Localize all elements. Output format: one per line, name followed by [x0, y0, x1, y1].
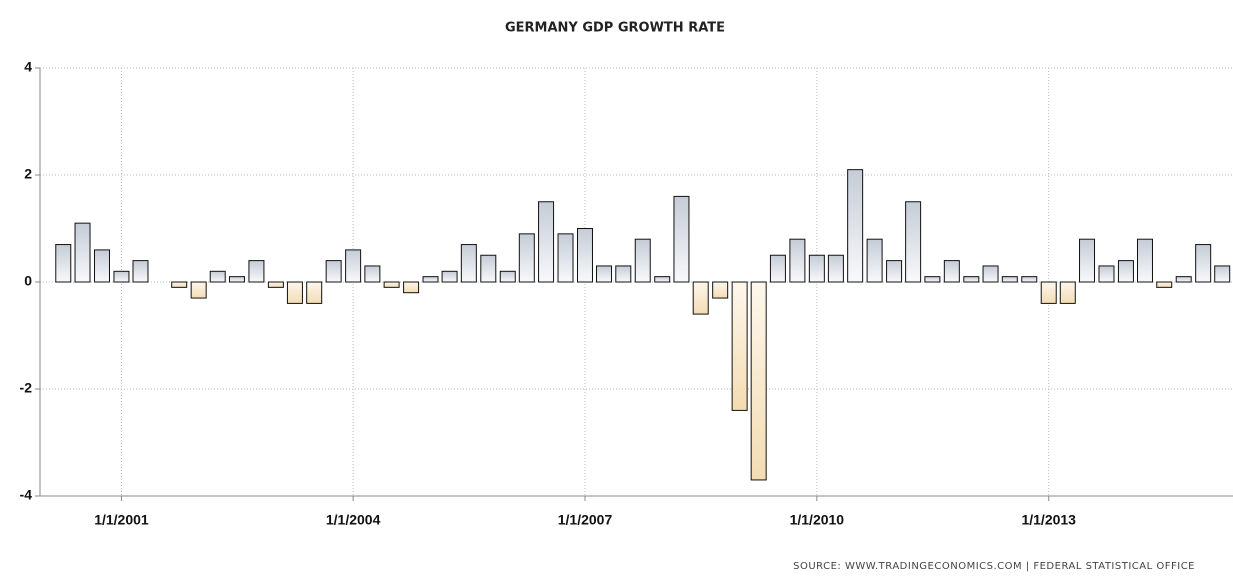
bar — [228, 276, 245, 283]
bar — [712, 281, 729, 299]
bar — [403, 281, 420, 294]
bar — [345, 249, 362, 283]
bar — [673, 195, 690, 283]
bar — [267, 281, 284, 288]
bar — [982, 265, 999, 283]
bar — [171, 281, 188, 288]
bar — [750, 281, 767, 481]
source-note: SOURCE: WWW.TRADINGECONOMICS.COM | FEDER… — [793, 561, 1195, 572]
bar — [576, 228, 593, 283]
bar — [731, 281, 748, 411]
y-tick-label: -4 — [20, 487, 33, 503]
bar — [615, 265, 632, 283]
bar — [789, 238, 806, 283]
bar — [1079, 238, 1096, 283]
bar — [480, 254, 497, 283]
y-tick-label: -2 — [20, 380, 33, 396]
bar — [325, 260, 342, 283]
bar — [1175, 276, 1192, 283]
x-tick-label: 1/1/2001 — [94, 512, 149, 528]
bar — [847, 169, 864, 283]
bar — [924, 276, 941, 283]
bar — [132, 260, 149, 283]
bar — [596, 265, 613, 283]
bar — [499, 270, 516, 283]
bar — [905, 201, 922, 283]
bar — [827, 254, 844, 283]
bar — [1117, 260, 1134, 283]
bar — [55, 244, 72, 283]
bar — [383, 281, 400, 288]
bar — [74, 222, 91, 283]
bar — [769, 254, 786, 283]
bar — [538, 201, 555, 283]
bar — [113, 270, 130, 283]
x-tick-label: 1/1/2007 — [558, 512, 613, 528]
bar — [1001, 276, 1018, 283]
bar — [209, 270, 226, 283]
bar — [1098, 265, 1115, 283]
bar — [422, 276, 439, 283]
bar — [364, 265, 381, 283]
x-tick-label: 1/1/2013 — [1021, 512, 1076, 528]
bar — [460, 244, 477, 283]
bar — [557, 233, 574, 283]
bar — [943, 260, 960, 283]
bar — [286, 281, 303, 304]
x-tick-label: 1/1/2004 — [326, 512, 381, 528]
bar — [1156, 281, 1173, 288]
bar — [93, 249, 110, 283]
bar — [634, 238, 651, 283]
bar — [692, 281, 709, 315]
bar — [1040, 281, 1057, 304]
y-tick-label: 0 — [24, 273, 32, 289]
bar — [1059, 281, 1076, 304]
bar — [306, 281, 323, 304]
x-tick-label: 1/1/2010 — [790, 512, 845, 528]
chart-title: GERMANY GDP GROWTH RATE — [505, 21, 725, 36]
bar — [190, 281, 207, 299]
bar — [866, 238, 883, 283]
bar — [1214, 265, 1231, 283]
bar — [654, 276, 671, 283]
bar — [248, 260, 265, 283]
bar — [808, 254, 825, 283]
bar — [441, 270, 458, 283]
bar — [886, 260, 903, 283]
bar — [1136, 238, 1153, 283]
y-tick-label: 4 — [24, 59, 32, 75]
bar — [1195, 244, 1212, 283]
bar — [518, 233, 535, 283]
bar — [963, 276, 980, 283]
y-tick-label: 2 — [24, 166, 32, 182]
bar — [1021, 276, 1038, 283]
